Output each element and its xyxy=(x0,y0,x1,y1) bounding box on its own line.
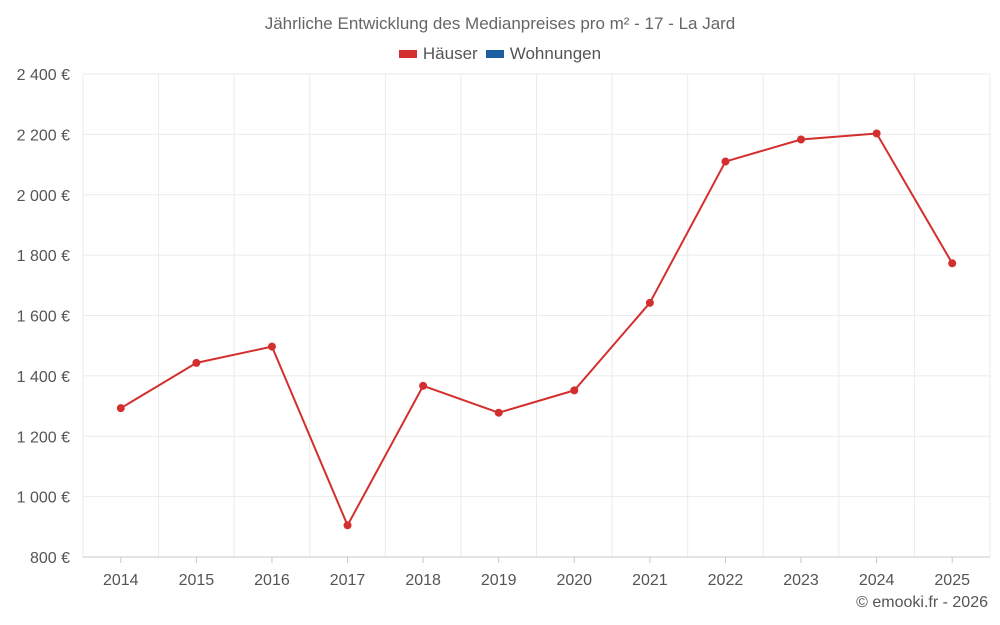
data-point xyxy=(570,386,579,395)
data-point xyxy=(267,342,276,351)
x-tick-label: 2015 xyxy=(179,572,215,589)
legend: Häuser Wohnungen xyxy=(0,44,1000,64)
data-point xyxy=(645,298,654,307)
y-tick-label: 1 600 € xyxy=(17,309,70,326)
legend-label-haeuser: Häuser xyxy=(422,44,478,63)
data-point xyxy=(192,358,201,367)
data-point xyxy=(721,157,730,166)
data-point xyxy=(494,408,503,417)
x-tick-label: 2019 xyxy=(481,572,517,589)
x-tick-label: 2023 xyxy=(783,572,819,589)
y-tick-label: 1 000 € xyxy=(17,490,70,507)
x-tick-label: 2025 xyxy=(934,572,970,589)
data-point xyxy=(419,381,428,390)
data-point xyxy=(116,404,125,413)
y-tick-label: 2 400 € xyxy=(17,67,70,84)
x-tick-label: 2022 xyxy=(708,572,744,589)
data-point xyxy=(872,129,881,138)
data-point xyxy=(797,135,806,144)
y-tick-label: 1 400 € xyxy=(17,369,70,386)
x-tick-label: 2018 xyxy=(405,572,441,589)
legend-item-haeuser[interactable]: Häuser xyxy=(398,44,478,64)
x-tick-label: 2021 xyxy=(632,572,668,589)
y-tick-label: 800 € xyxy=(30,550,70,567)
x-tick-label: 2024 xyxy=(859,572,895,589)
data-point xyxy=(948,259,957,268)
y-tick-label: 1 800 € xyxy=(17,248,70,265)
legend-item-wohnungen[interactable]: Wohnungen xyxy=(485,44,602,64)
x-tick-label: 2017 xyxy=(330,572,366,589)
chart-title: Jährliche Entwicklung des Medianpreises … xyxy=(264,14,736,33)
x-tick-label: 2020 xyxy=(556,572,592,589)
y-tick-label: 1 200 € xyxy=(17,429,70,446)
legend-swatch-wohnungen xyxy=(485,50,504,58)
x-tick-label: 2016 xyxy=(254,572,290,589)
y-tick-label: 2 200 € xyxy=(17,127,70,144)
data-point xyxy=(343,521,352,530)
legend-swatch-haeuser xyxy=(398,50,417,58)
x-tick-label: 2014 xyxy=(103,572,139,589)
series-line-0 xyxy=(120,132,954,527)
y-tick-label: 2 000 € xyxy=(17,188,70,205)
credit: © emooki.fr - 2026 xyxy=(856,594,988,611)
legend-label-wohnungen: Wohnungen xyxy=(509,44,602,63)
